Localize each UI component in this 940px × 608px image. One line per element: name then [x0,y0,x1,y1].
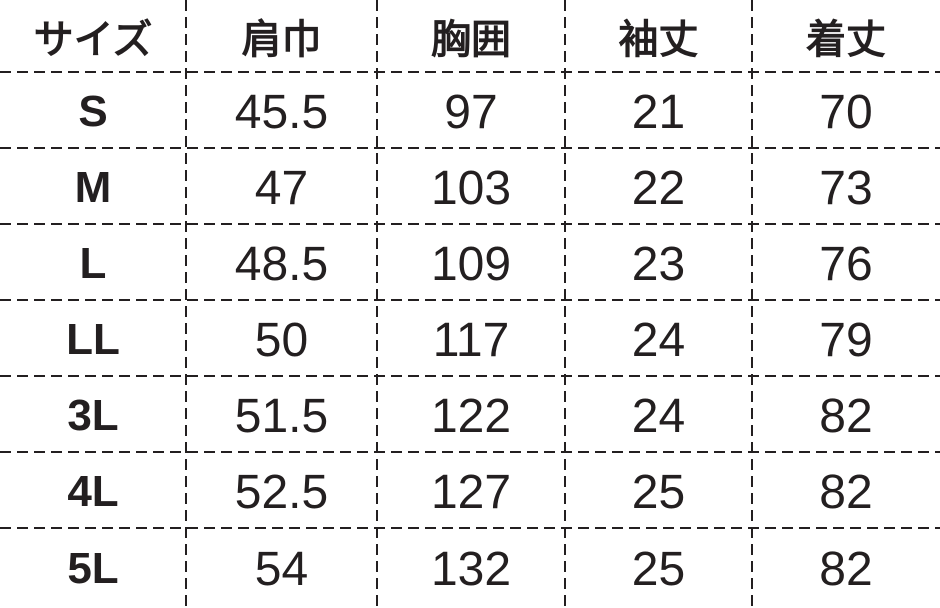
table-cell: 50 [254,313,309,367]
table-cell: 127 [430,465,512,519]
size-label: L [79,239,107,288]
table-cell: 24 [631,389,686,443]
table-cell: 51.5 [234,389,329,443]
size-label: 3L [67,391,119,440]
row-divider [0,223,940,225]
column-header: 胸囲 [431,17,511,63]
column-header: 肩巾 [241,17,322,63]
row-divider [0,527,940,529]
table-cell: 52.5 [234,465,329,519]
table-cell: 76 [819,237,873,291]
table-cell: 70 [819,85,873,139]
column-divider [376,0,378,606]
table-cell: 54 [254,542,309,596]
table-cell: 25 [631,465,686,519]
table-cell: 132 [430,542,512,596]
row-divider [0,375,940,377]
size-label: 4L [67,467,119,516]
table-cell: 47 [254,161,309,215]
table-cell: 22 [631,161,686,215]
table-cell: 109 [430,237,512,291]
table-cell: 122 [430,389,512,443]
table-cell: 82 [819,465,873,519]
size-label: 5L [67,544,119,593]
table-cell: 48.5 [234,237,329,291]
size-label: S [78,87,108,136]
size-label: M [74,163,112,212]
table-cell: 103 [430,161,512,215]
table-cell: 82 [819,389,873,443]
table-cell: 21 [631,85,686,139]
row-divider [0,299,940,301]
column-header: サイズ [33,17,153,63]
table-cell: 82 [819,542,873,596]
column-header: 着丈 [806,17,886,63]
row-divider [0,71,940,73]
row-divider [0,451,940,453]
table-cell: 25 [631,542,686,596]
table-cell: 79 [819,313,873,367]
table-cell: 24 [631,313,686,367]
table-cell: 97 [444,85,498,139]
table-cell: 73 [819,161,873,215]
table-cell: 23 [631,237,686,291]
column-divider [564,0,566,606]
size-label: LL [66,315,120,364]
column-divider [185,0,187,606]
column-divider [751,0,753,606]
table-cell: 45.5 [234,85,329,139]
row-divider [0,147,940,149]
table-cell: 117 [432,313,510,367]
column-header: 袖丈 [618,17,699,63]
